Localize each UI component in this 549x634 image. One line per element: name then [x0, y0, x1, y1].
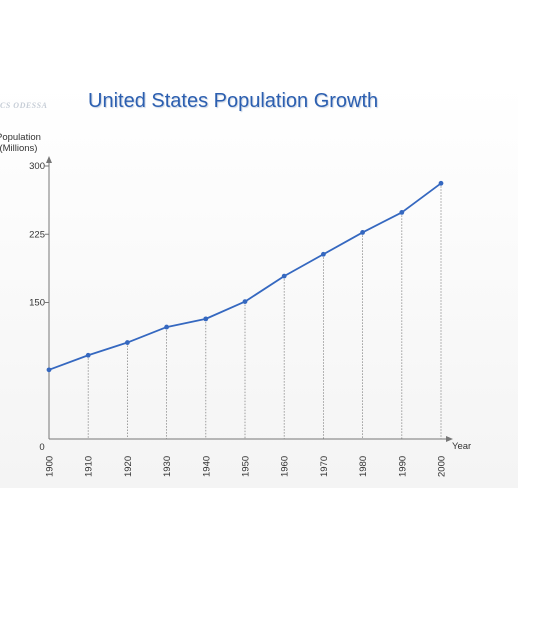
- data-point: [242, 299, 248, 304]
- origin-label: 0: [39, 442, 44, 453]
- y-axis-label-line1: Population: [0, 132, 41, 143]
- x-axis-arrow: [446, 436, 453, 442]
- x-tick-label: 1960: [280, 456, 291, 477]
- chart-title: United States Population Growth: [88, 90, 379, 112]
- data-point: [438, 180, 444, 186]
- y-axis-label: Population (Millions): [0, 132, 41, 154]
- y-tick-label: 150: [29, 298, 45, 309]
- chart-panel: [0, 84, 518, 488]
- data-point: [399, 210, 405, 215]
- data-point: [125, 340, 130, 345]
- x-tick-label: 2000: [437, 456, 448, 477]
- data-point: [85, 352, 91, 358]
- x-tick-label: 1920: [123, 456, 134, 477]
- data-point: [203, 316, 209, 322]
- y-axis-arrow: [46, 156, 52, 163]
- y-tick-label: 300: [29, 161, 45, 172]
- data-point: [46, 367, 52, 373]
- data-point: [281, 273, 287, 279]
- watermark-logo: CS ODESSA: [0, 101, 48, 110]
- x-tick-label: 1900: [45, 456, 56, 477]
- x-tick-label: 1940: [201, 456, 212, 477]
- x-tick-label: 1950: [241, 456, 252, 477]
- y-tick-label: 225: [29, 229, 45, 240]
- data-point: [321, 251, 326, 257]
- x-tick-label: 1980: [358, 456, 369, 477]
- x-axis-label: Year: [452, 441, 472, 452]
- x-tick-label: 1990: [397, 456, 408, 477]
- y-axis-label-line2: (Millions): [0, 143, 38, 154]
- x-tick-label: 1910: [84, 456, 95, 477]
- data-point: [360, 230, 365, 235]
- x-tick-label: 1930: [162, 456, 173, 477]
- x-tick-label: 1970: [319, 456, 330, 477]
- data-point: [164, 324, 170, 330]
